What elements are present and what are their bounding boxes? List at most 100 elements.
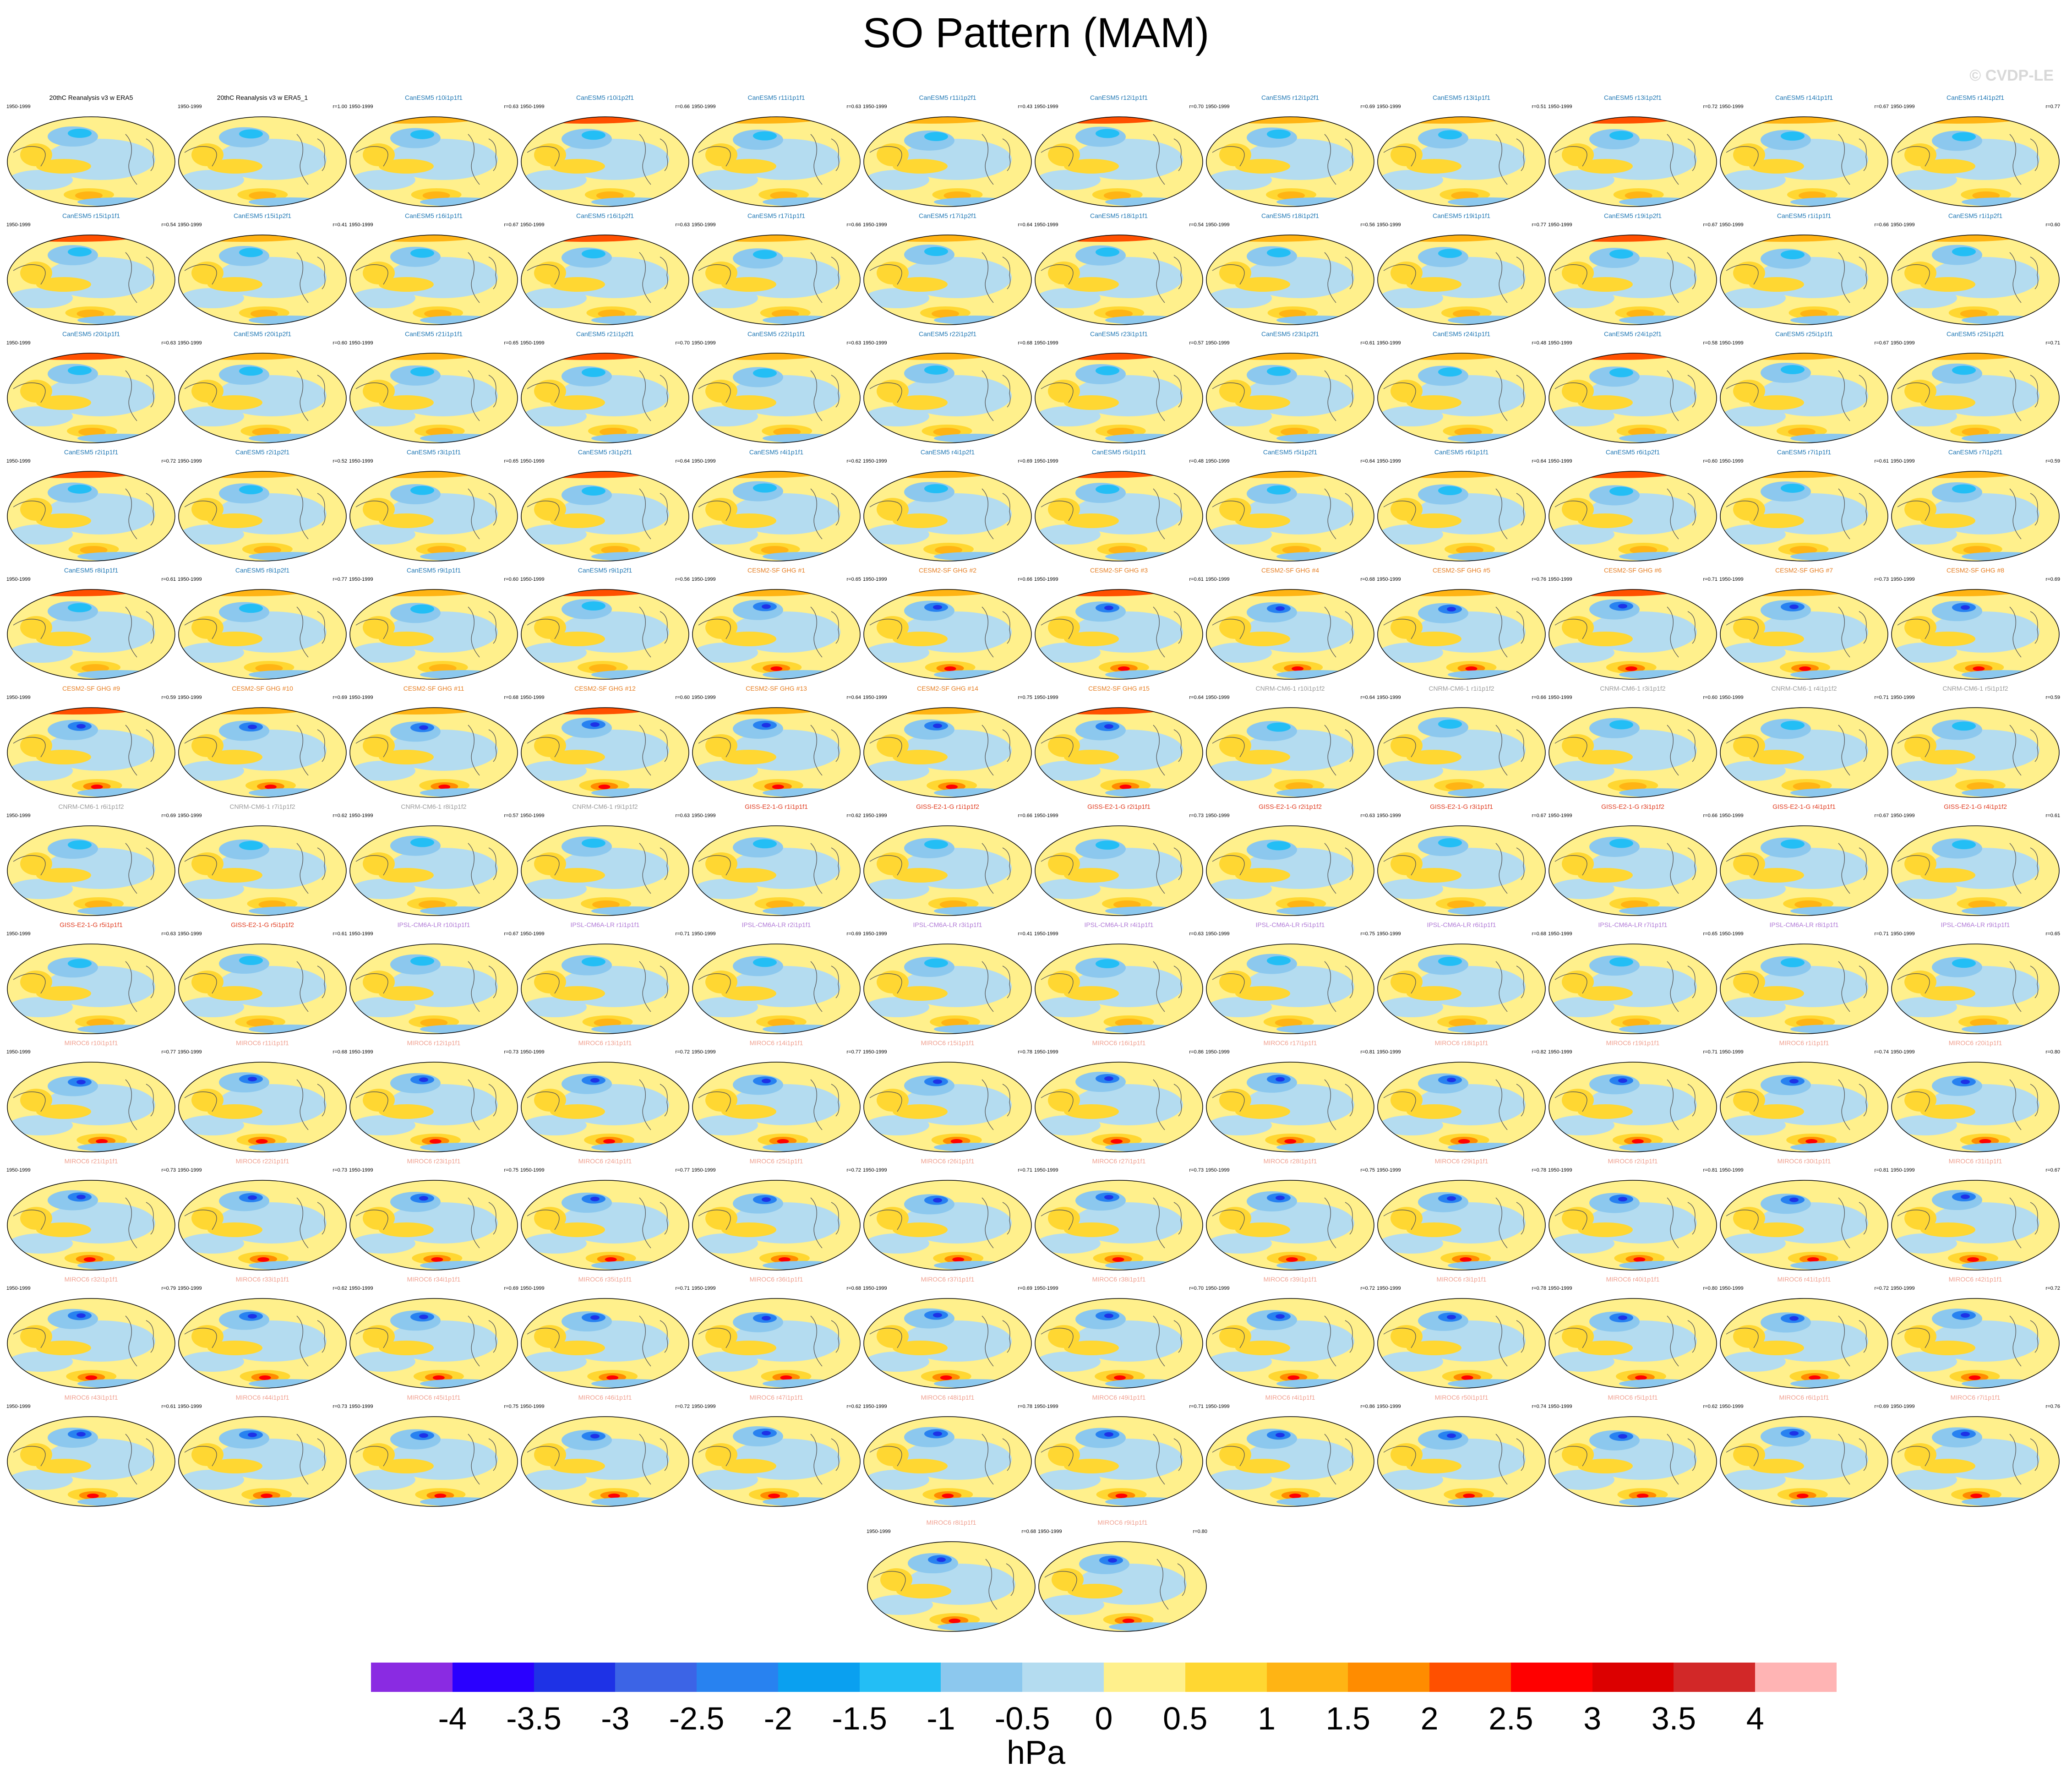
panel-title: MIROC6 r8i1p1f1 <box>926 1519 976 1526</box>
globe-outline <box>1549 589 1717 680</box>
globe-map <box>1549 1062 1717 1152</box>
coastline <box>184 725 326 776</box>
panel-correlation: r=0.69 <box>846 931 862 937</box>
negative-anomaly-region <box>1790 1497 1873 1506</box>
coastline <box>184 1079 326 1130</box>
globe-map <box>1377 589 1546 680</box>
negative-anomaly-region <box>1893 879 1957 899</box>
negative-anomaly-core <box>1781 720 1805 730</box>
positive-anomaly-region <box>1407 986 1461 1001</box>
globe-map <box>1206 1416 1374 1507</box>
positive-anomaly-region <box>379 277 434 292</box>
negative-anomaly-core <box>1952 132 1976 142</box>
positive-anomaly-region <box>1407 1104 1461 1119</box>
negative-anomaly-region <box>694 997 758 1017</box>
positive-anomaly-core <box>1282 546 1310 554</box>
negative-anomaly-region <box>351 879 415 899</box>
coastline <box>1897 134 2039 185</box>
panel-title: IPSL-CM6A-LR r5i1p1f1 <box>1255 921 1325 928</box>
panel-period: 1950-1999 <box>178 340 202 346</box>
map-panel: IPSL-CM6A-LR r3i1p1f1 1950-1999 r=0.41 <box>862 921 1033 1036</box>
positive-anomaly-region <box>1749 632 1804 646</box>
globe-map <box>349 471 518 562</box>
coastline <box>1554 1434 1696 1485</box>
negative-anomaly-core <box>1781 839 1805 849</box>
panel-correlation: r=0.72 <box>1703 104 1718 109</box>
panel-title: CanESM5 r4i1p2f1 <box>920 448 975 456</box>
map-panel: CESM2-SF GHG #13 1950-1999 r=0.64 <box>691 685 862 799</box>
negative-anomaly-core <box>76 1080 86 1085</box>
globe-outline <box>1720 1180 1888 1271</box>
panel-correlation: r=0.57 <box>504 813 519 818</box>
positive-anomaly-region <box>1407 1459 1461 1473</box>
panel-period: 1950-1999 <box>863 340 887 346</box>
globe-map <box>1549 707 1717 798</box>
negative-anomaly-region <box>1036 1470 1101 1490</box>
globe-outline <box>349 353 518 443</box>
panel-period: 1950-1999 <box>1891 222 1915 228</box>
negative-anomaly-region <box>351 997 415 1017</box>
map-panel: MIROC6 r11i1p1f1 1950-1999 r=0.68 <box>177 1039 348 1154</box>
negative-anomaly-region <box>865 1470 929 1490</box>
positive-anomaly-core <box>1105 310 1133 318</box>
globe-map <box>349 235 518 325</box>
globe-outline <box>1377 589 1546 680</box>
panel-correlation: r=0.74 <box>1874 1049 1889 1055</box>
negative-anomaly-core <box>1961 1194 1970 1199</box>
panel-period: 1950-1999 <box>692 458 716 464</box>
colorbar-unit: hPa <box>1006 1734 1066 1771</box>
panel-period: 1950-1999 <box>6 340 31 346</box>
negative-anomaly-core <box>1781 958 1805 967</box>
coastline <box>184 488 326 540</box>
negative-anomaly-core <box>762 604 771 609</box>
positive-anomaly-region <box>550 395 605 410</box>
positive-anomaly-region <box>36 868 91 883</box>
negative-anomaly-region <box>1208 1352 1272 1372</box>
negative-anomaly-core <box>1267 841 1291 851</box>
panel-correlation: r=0.60 <box>1703 695 1718 700</box>
negative-anomaly-region <box>1105 197 1188 207</box>
colorbar-tick-label: 2.5 <box>1489 1701 1533 1736</box>
map-panel: CanESM5 r9i1p1f1 1950-1999 r=0.60 <box>348 567 519 681</box>
positive-anomaly-core <box>598 785 611 789</box>
positive-anomaly-region <box>1068 1584 1123 1598</box>
positive-anomaly-core <box>253 546 281 554</box>
globe-map <box>521 944 689 1034</box>
positive-anomaly-region <box>36 395 91 410</box>
positive-anomaly-core <box>1454 428 1482 436</box>
panel-title: MIROC6 r10i1p1f1 <box>64 1039 118 1047</box>
negative-anomaly-region <box>1790 1261 1873 1270</box>
positive-anomaly-region <box>207 513 262 528</box>
globe-map <box>1549 1416 1717 1507</box>
positive-anomaly-region <box>721 1222 776 1237</box>
negative-anomaly-region <box>1208 170 1272 190</box>
map-panel: CanESM5 r12i1p1f1 1950-1999 r=0.70 <box>1033 94 1205 208</box>
negative-anomaly-region <box>591 1025 674 1034</box>
positive-anomaly-region <box>1064 632 1119 646</box>
globe-map <box>692 353 861 443</box>
panel-correlation: r=0.56 <box>675 577 690 582</box>
positive-anomaly-region <box>1749 868 1804 883</box>
negative-anomaly-core <box>419 1314 428 1320</box>
panel-period: 1950-1999 <box>6 813 31 818</box>
globe-map <box>349 825 518 916</box>
coastline <box>1726 252 1867 303</box>
negative-anomaly-core <box>1781 365 1805 374</box>
globe-map <box>692 1298 861 1389</box>
positive-anomaly-core <box>1292 666 1304 671</box>
globe-map <box>1891 707 2060 798</box>
panel-title: CanESM5 r25i1p1f1 <box>1775 330 1833 338</box>
globe-map <box>7 1298 175 1389</box>
coastline <box>1212 1434 1353 1485</box>
panel-correlation: r=0.80 <box>1193 1529 1208 1534</box>
coastline <box>1554 961 1696 1012</box>
globe-outline <box>1891 1416 2060 1507</box>
negative-anomaly-region <box>1105 1379 1188 1388</box>
negative-anomaly-core <box>1267 366 1291 376</box>
globe-map <box>1891 235 2060 325</box>
negative-anomaly-region <box>1790 1143 1873 1152</box>
globe-outline <box>863 353 1032 443</box>
negative-anomaly-core <box>1438 367 1462 377</box>
panel-title: CanESM5 r21i1p2f1 <box>576 330 634 338</box>
negative-anomaly-region <box>420 670 502 679</box>
